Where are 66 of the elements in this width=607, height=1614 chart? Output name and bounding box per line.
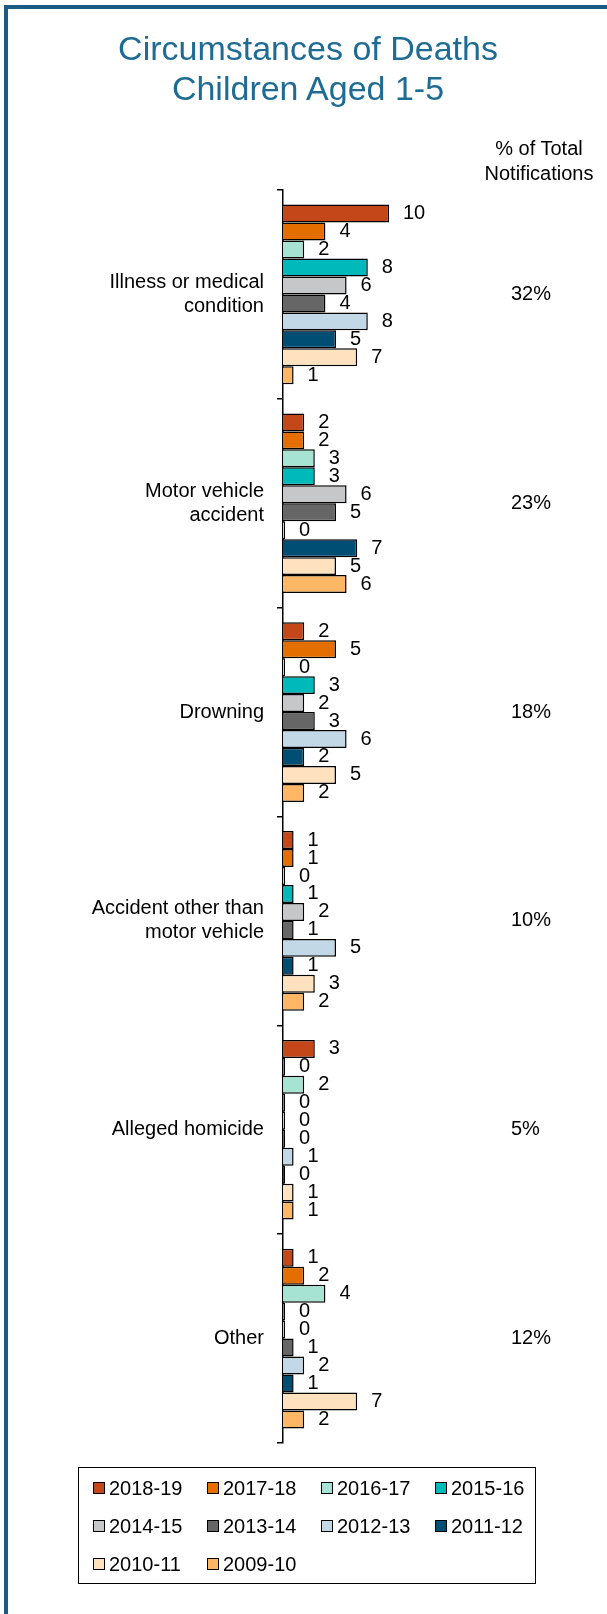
y-tick-label: Alleged homicide — [111, 1117, 264, 1140]
data-label: 8 — [381, 308, 393, 331]
data-label: 2 — [318, 237, 330, 260]
data-label: 0 — [299, 654, 311, 677]
data-label: 6 — [360, 571, 372, 594]
y2-tick-label: 32% — [511, 281, 552, 304]
data-label: 8 — [381, 254, 393, 277]
data-label: 3 — [328, 971, 340, 994]
data-label: 7 — [371, 535, 383, 558]
data-label: 10 — [403, 201, 426, 224]
chart-title: Circumstances of Deaths Children Aged 1-5 — [117, 28, 499, 108]
y-tick-label: Other — [213, 1326, 265, 1349]
legend-label: 2018-19 — [109, 1476, 183, 1500]
data-label: 2 — [318, 1072, 330, 1095]
y2-axis-title: % of Total Notifications — [483, 136, 595, 186]
y-tick-label: Drowning — [179, 699, 264, 722]
y2-tick-label: 12% — [511, 1326, 552, 1349]
legend-label: 2014-15 — [109, 1514, 183, 1538]
legend-label: 2015-16 — [451, 1476, 525, 1500]
data-label: 6 — [360, 272, 372, 295]
y-tick-label: Accident other than motor vehicle — [91, 896, 264, 943]
data-label: 2 — [318, 744, 330, 767]
legend-label: 2012-13 — [337, 1514, 411, 1538]
data-label: 5 — [350, 935, 362, 958]
data-label: 3 — [328, 1036, 340, 1059]
data-label: 7 — [371, 1388, 383, 1411]
data-label: 5 — [350, 636, 362, 659]
y2-tick-label: 23% — [511, 490, 552, 513]
data-label: 1 — [307, 953, 319, 976]
data-label: 2 — [318, 989, 330, 1012]
legend-label: 2009-10 — [223, 1552, 297, 1576]
y-tick-label: Motor vehicle accident — [145, 478, 265, 525]
y2-tick-label: 10% — [511, 908, 552, 931]
legend-label: 2010-11 — [109, 1552, 181, 1576]
data-label: 7 — [371, 344, 383, 367]
data-label: 2 — [318, 1353, 330, 1376]
legend-label: 2016-17 — [337, 1476, 411, 1500]
legend-label: 2013-14 — [223, 1514, 297, 1538]
data-label: 4 — [339, 1281, 351, 1304]
data-label: 0 — [299, 1054, 311, 1077]
data-label: 2 — [318, 618, 330, 641]
y2-tick-label: 5% — [511, 1117, 541, 1140]
data-label: 6 — [360, 726, 372, 749]
data-label: 0 — [299, 517, 311, 540]
data-label: 6 — [360, 481, 372, 504]
y-tick-label: Illness or medical condition — [109, 269, 264, 316]
data-label: 2 — [318, 899, 330, 922]
data-label: 2 — [318, 780, 330, 803]
data-label: 2 — [318, 690, 330, 713]
data-label: 2 — [318, 1406, 330, 1429]
data-label: 3 — [328, 708, 340, 731]
data-label: 1 — [307, 362, 319, 385]
data-label: 1 — [307, 917, 319, 940]
data-label: 5 — [350, 326, 362, 349]
data-label: 1 — [307, 1245, 319, 1268]
data-label: 3 — [328, 672, 340, 695]
data-label: 4 — [339, 290, 351, 313]
data-label: 4 — [339, 219, 351, 242]
y2-tick-label: 18% — [511, 699, 552, 722]
data-label: 2 — [318, 1263, 330, 1286]
legend-label: 2011-12 — [451, 1514, 523, 1538]
data-label: 1 — [307, 1371, 319, 1393]
data-label: 5 — [350, 553, 362, 576]
legend-label: 2017-18 — [223, 1476, 297, 1500]
data-label: 5 — [350, 762, 362, 785]
data-label: 5 — [350, 499, 362, 522]
